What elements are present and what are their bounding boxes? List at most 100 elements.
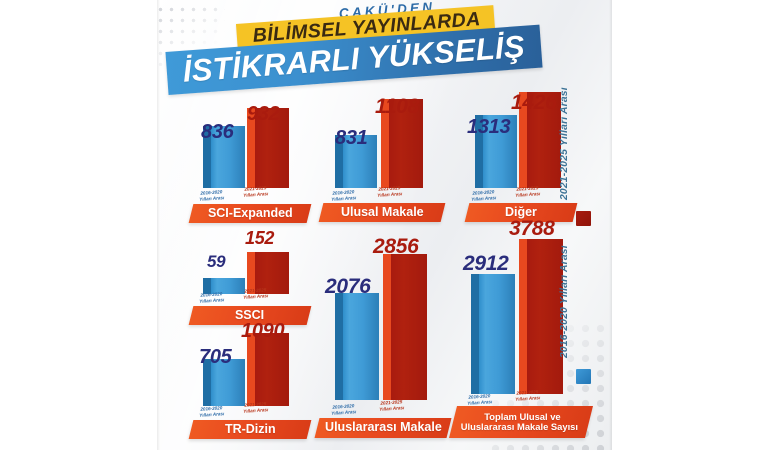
chart-group-toplam: 2912 3788 2016-2020 Yılları Arası 2021-2… <box>449 217 593 438</box>
bar-sublabel-older: 2016-2020 Yılları Arası <box>199 291 225 304</box>
bar-trdizin-older <box>203 359 245 406</box>
category-label: Ulusal Makale <box>340 204 424 219</box>
title-block: ÇAKÜ'DEN BİLİMSEL YAYINLARDA İSTİKRARLI … <box>157 0 612 96</box>
sublabel-line-2: Yılları Arası <box>471 194 497 202</box>
bar-front-face <box>211 126 245 188</box>
legend-swatch-recent <box>576 211 591 226</box>
category-ribbon-uluslararasi-makale[interactable]: Uluslararası Makale <box>314 418 452 438</box>
title-line-3: İSTİKRARLI YÜKSELİŞ <box>181 28 526 89</box>
category-ribbon-tr-dizin[interactable]: TR-Dizin <box>188 420 312 439</box>
bar-ssci-recent <box>247 252 289 294</box>
bar-front-face <box>255 108 289 188</box>
bar-sci-older <box>203 126 245 188</box>
category-ribbon-ulusal-makale[interactable]: Ulusal Makale <box>318 203 446 222</box>
sublabel-line-2: Yılları Arası <box>331 408 357 416</box>
value-ssci-recent: 152 <box>245 228 275 248</box>
sublabel-line-2: Yılları Arası <box>379 404 405 412</box>
bar-toplam-recent <box>519 239 563 394</box>
value-uluslararasi-older: 2076 <box>325 275 371 298</box>
bar-front-face <box>211 278 245 294</box>
bar-front-face <box>255 333 289 406</box>
bar-sublabel-recent: 2021-2025 Yılları Arası <box>243 401 269 414</box>
value-toplam-older: 2912 <box>463 252 509 275</box>
value-ssci-older: 59 <box>207 252 226 271</box>
bar-sublabel-older: 2016-2020 Yılları Arası <box>199 189 225 202</box>
bar-front-face <box>479 274 515 394</box>
bar-trdizin-recent <box>247 333 289 406</box>
bar-front-face <box>389 99 423 188</box>
bar-side-face <box>247 333 255 406</box>
chart-legend: 2021-2025 Yılları Arası 2016-2020 Yıllar… <box>559 86 604 386</box>
bar-side-face <box>383 254 391 400</box>
sublabel-line-2: Yılları Arası <box>199 194 225 202</box>
bar-ssci-older <box>203 278 245 294</box>
chart-group-ssci: 59 152 2016-2020 Yılları Arası 2021-2025… <box>185 228 313 325</box>
bar-side-face <box>335 293 343 400</box>
bar-front-face <box>391 254 427 400</box>
bar-sublabel-recent: 2021-2025 Yılları Arası <box>243 287 269 300</box>
value-trdizin-recent: 1090 <box>241 320 285 342</box>
legend-item-older[interactable]: 2016-2020 Yılları Arası <box>559 244 604 384</box>
panel-right-edge <box>609 0 612 450</box>
value-ulusal-older: 831 <box>335 127 368 149</box>
bar-sublabel-older: 2016-2020 Yılları Arası <box>331 403 357 416</box>
chart-group-diger: 1313 1426 2016-2020 Yılları Arası 2021-2… <box>457 88 585 222</box>
sublabel-line-2: Yılları Arası <box>243 190 269 198</box>
panel-left-edge <box>157 0 160 450</box>
bar-front-face <box>343 293 379 400</box>
sublabel-line-2: Yılları Arası <box>515 190 541 198</box>
sublabel-line-2: Yılları Arası <box>199 296 225 304</box>
chart-group-sci-expanded: 836 932 2016-2020 Yılları Arası 2021-202… <box>185 103 313 223</box>
bar-side-face <box>519 92 527 188</box>
bar-front-face <box>255 252 289 294</box>
bar-side-face <box>203 359 211 406</box>
bar-uluslararasi-older <box>335 293 379 400</box>
infographic-panel: ÇAKÜ'DEN BİLİMSEL YAYINLARDA İSTİKRARLI … <box>157 0 612 450</box>
value-uluslararasi-recent: 2856 <box>373 235 419 258</box>
category-ribbon-sci-expanded[interactable]: SCI-Expanded <box>188 204 312 223</box>
bar-sublabel-older: 2016-2020 Yılları Arası <box>199 405 225 418</box>
value-diger-recent: 1426 <box>511 91 557 114</box>
bar-sublabel-older: 2016-2020 Yılları Arası <box>467 393 493 406</box>
sublabel-line-2: Yılları Arası <box>377 190 403 198</box>
bar-front-face <box>527 92 561 188</box>
bar-ulusal-recent <box>381 99 423 188</box>
value-sci-recent: 932 <box>247 103 280 125</box>
category-label-line-2: Uluslararası Makale Sayısı <box>461 421 579 432</box>
sublabel-line-2: Yılları Arası <box>331 194 357 202</box>
bar-side-face <box>203 126 211 188</box>
bar-side-face <box>247 108 255 188</box>
category-label: SCI-Expanded <box>207 205 293 220</box>
chart-group-tr-dizin: 705 1090 2016-2020 Yılları Arası 2021-20… <box>185 320 313 439</box>
category-ribbon-toplam[interactable]: Toplam Ulusal ve Uluslararası Makale Say… <box>449 406 593 438</box>
chart-group-ulusal-makale: 831 1108 2016-2020 Yılları Arası 2021-20… <box>317 96 449 222</box>
bar-sublabel-recent: 2021-2025 Yılları Arası <box>515 185 541 198</box>
legend-label-older: 2016-2020 Yılları Arası <box>559 245 570 358</box>
sublabel-line-2: Yılları Arası <box>515 394 541 402</box>
bar-diger-older <box>475 115 517 188</box>
sublabel-line-2: Yılları Arası <box>243 406 269 414</box>
sublabel-line-2: Yılları Arası <box>199 410 225 418</box>
bar-toplam-older <box>471 274 515 394</box>
bar-side-face <box>519 239 527 394</box>
bar-sublabel-recent: 2021-2025 Yılları Arası <box>379 399 405 412</box>
value-sci-older: 836 <box>201 121 234 143</box>
bar-side-face <box>381 99 389 188</box>
chart-group-uluslararasi-makale: 2076 2856 2016-2020 Yılları Arası 2021-2… <box>314 228 452 438</box>
bar-sublabel-recent: 2021-2025 Yılları Arası <box>377 185 403 198</box>
legend-label-recent: 2021-2025 Yılları Arası <box>559 87 570 200</box>
bar-sublabel-recent: 2021-2025 Yılları Arası <box>243 185 269 198</box>
bar-sublabel-older: 2016-2020 Yılları Arası <box>331 189 357 202</box>
bar-side-face <box>475 115 483 188</box>
bar-diger-recent <box>519 92 561 188</box>
value-trdizin-older: 705 <box>199 346 232 368</box>
bar-side-face <box>203 278 211 294</box>
bar-uluslararasi-recent <box>383 254 427 400</box>
category-label: TR-Dizin <box>224 421 276 436</box>
value-toplam-recent: 3788 <box>509 217 555 240</box>
sublabel-line-2: Yılları Arası <box>467 398 493 406</box>
bar-side-face <box>471 274 479 394</box>
legend-item-recent[interactable]: 2021-2025 Yılları Arası <box>559 86 604 226</box>
bar-ulusal-older <box>335 135 377 188</box>
